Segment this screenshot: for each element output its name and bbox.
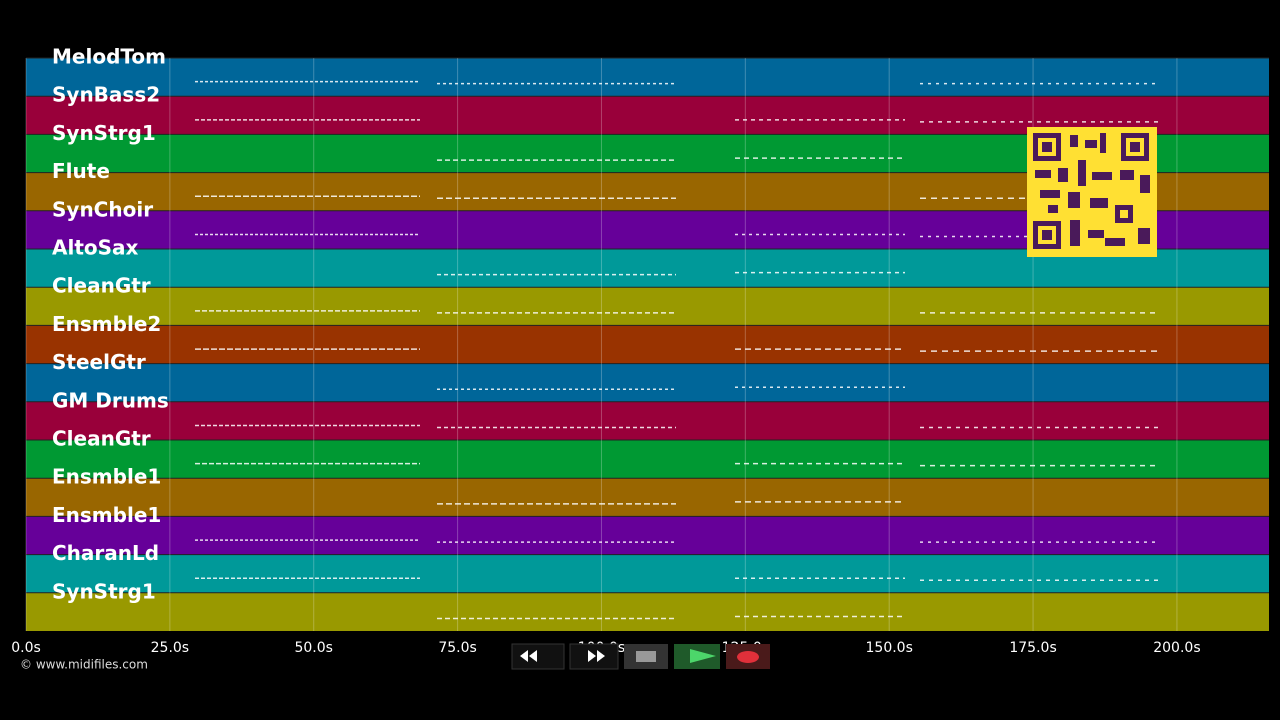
track-label: CleanGtr [52,274,151,298]
x-tick-label: 150.0s [866,640,913,656]
track-band [26,325,1269,364]
track-band [26,440,1269,479]
x-tick-label: 0.0s [11,640,41,656]
track-label: CleanGtr [52,427,151,451]
play-icon [690,649,716,663]
stop-icon [636,651,656,662]
x-tick-label: 50.0s [294,640,332,656]
track-label: CharanLd [52,541,159,565]
track-band [26,363,1269,402]
track-labels: MelodTom SynBass2 SynStrg1 Flute SynChoir Alt… [52,45,169,604]
rewind-icon [520,650,537,662]
track-label: SynStrg1 [52,579,156,603]
track-label: Ensmble2 [52,312,161,336]
track-band [26,592,1269,631]
tracks [26,57,1269,631]
grid [25,58,1178,631]
track-label: MelodTom [52,45,166,69]
track-label: Flute [52,159,110,183]
x-tick-label: 75.0s [438,640,476,656]
credit: © www.midifiles.com [20,658,148,672]
track-band [26,516,1269,555]
track-label: SynBass2 [52,83,160,107]
record-icon [737,651,759,663]
track-band [26,401,1269,440]
forward-icon [588,650,605,662]
track-label: GM Drums [52,388,169,412]
track-label: SynStrg1 [52,121,156,145]
track-label: Ensmble1 [52,503,161,527]
track-label: AltoSax [52,236,139,260]
track-band [26,287,1269,326]
notes [195,80,1160,620]
x-tick-label: 200.0s [1153,640,1200,656]
x-tick-label: 175.0s [1009,640,1056,656]
track-band [26,58,1269,97]
track-band [26,554,1269,593]
track-label: SteelGtr [52,350,146,374]
track-label: Ensmble1 [52,465,161,489]
track-label: SynChoir [52,197,153,221]
rewind-button[interactable] [511,643,565,670]
qr-code [1027,127,1157,257]
x-tick-label: 25.0s [151,640,189,656]
track-band [26,478,1269,517]
controls [511,643,770,670]
